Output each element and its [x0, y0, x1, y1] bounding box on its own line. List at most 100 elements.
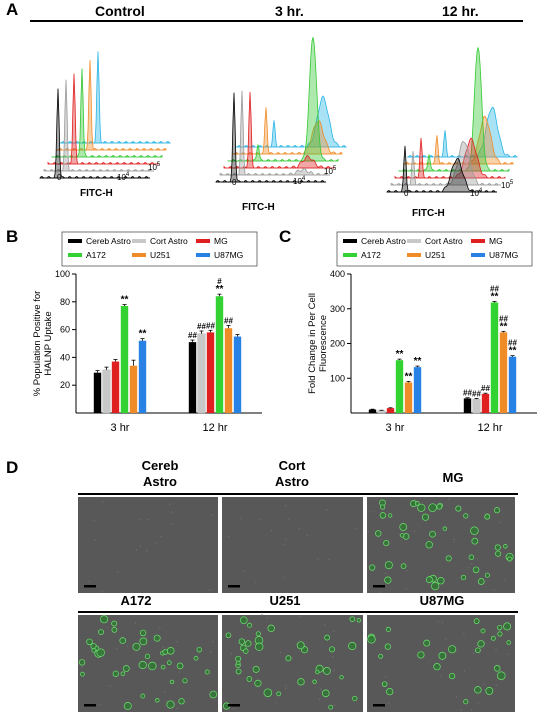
debris-speck: [369, 511, 372, 513]
fluorescent-cell: [425, 541, 433, 549]
fluorescent-cell: [493, 665, 501, 672]
significance-mark: **: [216, 284, 224, 295]
legend-label: Cereb Astro: [361, 236, 406, 246]
debris-speck: [270, 529, 273, 532]
significance-mark: ##: [463, 389, 472, 398]
fluorescent-cell: [297, 678, 305, 686]
fluorescent-cell: [323, 667, 331, 675]
fluorescent-cell: [254, 679, 262, 687]
scale-bar: [228, 585, 240, 588]
fluorescent-cell: [225, 632, 232, 639]
fluorescent-cell: [445, 555, 452, 562]
fluorescent-cell: [503, 544, 508, 549]
debris-speck: [163, 690, 166, 693]
fluorescent-cell: [448, 673, 456, 680]
fluorescent-cell: [111, 620, 118, 627]
fluorescent-cell: [255, 631, 261, 637]
fluorescent-cell: [247, 622, 253, 628]
panel-letter-b: B: [6, 227, 19, 246]
legend-label: MG: [214, 236, 228, 246]
debris-speck: [452, 538, 455, 541]
fluorescent-cell: [324, 634, 331, 641]
bar: [404, 382, 413, 413]
y-tick-label: 20: [60, 380, 70, 390]
micrograph-background: [367, 615, 515, 712]
fluorescent-cell: [367, 635, 376, 644]
debris-speck: [146, 636, 148, 639]
fluorescent-cell: [494, 544, 501, 551]
debris-speck: [232, 707, 235, 710]
significance-mark: ##: [206, 321, 215, 330]
micrograph-pane: [78, 497, 218, 593]
y-tick-label: 60: [60, 325, 70, 335]
debris-speck: [242, 570, 245, 572]
fluorescent-cell: [119, 637, 127, 644]
debris-speck: [176, 641, 178, 643]
fluorescent-cell: [166, 647, 175, 655]
fluorescent-cell: [312, 679, 317, 684]
group-label-3hr: 3 hr.: [275, 3, 304, 19]
legend-label: MG: [489, 236, 503, 246]
tick-zero: 0: [404, 189, 409, 198]
histogram-group-1: [215, 37, 348, 183]
fluorescent-cell: [193, 655, 199, 661]
bar: [386, 408, 395, 413]
debris-speck: [477, 702, 480, 704]
significance-mark: ##: [490, 284, 499, 293]
debris-speck: [455, 695, 458, 698]
fluorescent-cell: [417, 503, 426, 512]
significance-mark: **: [500, 321, 508, 332]
legend-label: U87MG: [489, 250, 518, 260]
fluorescent-cell: [438, 651, 447, 660]
y-tick-label: 100: [330, 373, 345, 383]
panel-letter-c: C: [279, 227, 292, 246]
debris-speck: [99, 703, 102, 706]
y-tick-label: 300: [330, 304, 345, 314]
fluorescent-cell: [236, 660, 241, 666]
fluorescent-cell: [383, 540, 390, 547]
histogram-trace: [227, 37, 339, 162]
fluorescent-cell: [169, 679, 175, 685]
debris-speck: [398, 533, 400, 536]
scale-bar: [228, 704, 240, 707]
legend-label: Cort Astro: [150, 236, 188, 246]
debris-speck: [126, 645, 129, 647]
significance-mark: **: [121, 295, 129, 306]
bar: [463, 398, 472, 413]
fluorescent-cell: [166, 700, 175, 709]
y-axis-label-line2: HALNP Uptake: [43, 311, 54, 375]
debris-speck: [387, 702, 390, 705]
fluorescent-cell: [431, 582, 440, 591]
tick-10-4: 104: [117, 172, 130, 182]
fluorescent-cell: [425, 576, 433, 584]
legend-swatch: [132, 253, 146, 257]
debris-speck: [209, 651, 212, 653]
fluorescent-cell: [178, 698, 185, 705]
fluorescent-cell: [473, 618, 480, 625]
micrograph-pane: [367, 497, 515, 593]
fluorescent-cell: [503, 622, 512, 631]
debris-speck: [261, 614, 263, 616]
panel-letter-a: A: [6, 0, 19, 19]
legend-swatch: [471, 239, 485, 243]
fluorescent-cell: [111, 626, 118, 633]
fluorescent-cell: [463, 699, 469, 705]
debris-speck: [298, 527, 300, 530]
fluorescent-cell: [139, 629, 147, 637]
debris-speck: [159, 626, 161, 629]
fluorescent-cell: [506, 640, 511, 645]
fluorescent-cell: [91, 648, 97, 653]
bar: [111, 361, 120, 413]
fluorescent-cell: [252, 665, 260, 673]
significance-mark: **: [491, 291, 499, 302]
debris-speck: [101, 501, 104, 503]
debris-speck: [88, 580, 90, 583]
micrograph-background: [222, 615, 363, 712]
fluorescent-cell: [387, 513, 393, 518]
tick-10-5: 105: [324, 166, 337, 176]
scale-bar: [84, 585, 96, 588]
debris-speck: [258, 518, 261, 521]
bar: [499, 332, 508, 413]
fluorescent-cell: [356, 618, 362, 623]
debris-speck: [253, 643, 256, 646]
